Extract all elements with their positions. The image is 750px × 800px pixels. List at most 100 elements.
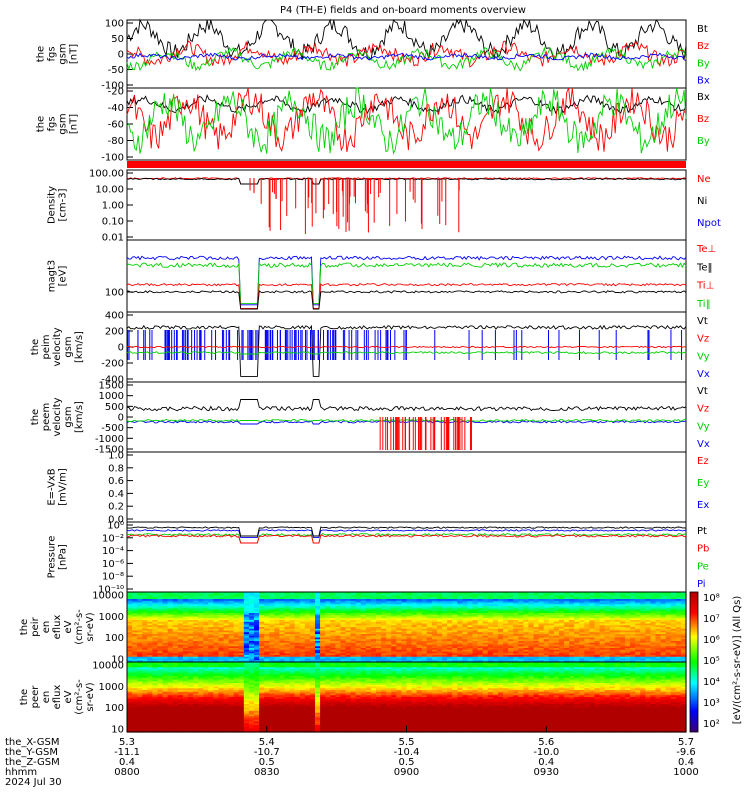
heatmap-cell bbox=[304, 595, 311, 598]
heatmap-cell bbox=[625, 623, 631, 626]
heatmap-cell bbox=[172, 639, 179, 642]
heatmap-cell bbox=[213, 616, 220, 619]
heatmap-cell bbox=[386, 648, 392, 651]
heatmap-cell bbox=[198, 592, 204, 595]
heatmap-cell bbox=[614, 644, 621, 647]
heatmap-cell bbox=[365, 621, 372, 625]
heatmap-cell bbox=[386, 623, 392, 626]
heatmap-cell bbox=[279, 641, 286, 644]
heatmap-cell bbox=[284, 604, 291, 607]
heatmap-cell bbox=[472, 653, 479, 656]
heatmap-cell bbox=[442, 597, 448, 600]
heatmap-cell bbox=[340, 630, 347, 633]
heatmap-cell bbox=[599, 597, 606, 600]
heatmap-cell bbox=[406, 599, 413, 602]
heatmap-cell bbox=[553, 658, 560, 661]
heatmap-cell bbox=[452, 602, 458, 605]
heatmap-cell bbox=[680, 653, 687, 656]
heatmap-cell bbox=[558, 648, 565, 651]
heatmap-cell bbox=[619, 632, 626, 635]
heatmap-cell bbox=[198, 616, 204, 619]
heatmap-cell bbox=[543, 646, 550, 649]
heatmap-cell bbox=[132, 606, 138, 609]
heatmap-cell bbox=[340, 649, 347, 653]
heatmap-cell bbox=[406, 635, 413, 639]
heatmap-cell bbox=[630, 614, 636, 618]
heatmap-cell bbox=[513, 644, 519, 647]
heatmap-cell bbox=[584, 642, 591, 646]
heatmap-cell bbox=[533, 600, 540, 604]
heatmap-cell bbox=[660, 658, 667, 661]
heatmap-cell bbox=[294, 606, 301, 609]
heatmap-cell bbox=[228, 595, 235, 598]
heatmap-cell bbox=[594, 642, 601, 646]
heatmap-cell bbox=[528, 604, 535, 607]
heatmap-cell bbox=[376, 639, 382, 642]
heatmap-cell bbox=[391, 613, 397, 616]
heatmap-cell bbox=[472, 641, 479, 644]
heatmap-cell bbox=[487, 597, 494, 600]
heatmap-cell bbox=[452, 639, 458, 642]
heatmap-cell bbox=[518, 655, 524, 658]
heatmap-cell bbox=[147, 634, 154, 637]
heatmap-cell bbox=[259, 634, 265, 637]
heatmap-cell bbox=[274, 656, 281, 660]
heatmap-cell bbox=[325, 621, 331, 625]
heatmap-cell bbox=[406, 618, 413, 621]
heatmap-cell bbox=[614, 639, 621, 642]
heatmap-cell bbox=[203, 623, 209, 626]
heatmap-cell bbox=[553, 642, 560, 646]
heatmap-cell bbox=[127, 705, 133, 709]
heatmap-cell bbox=[431, 660, 438, 663]
heatmap-cell bbox=[315, 625, 321, 628]
heatmap-cell bbox=[269, 618, 275, 621]
heatmap-cell bbox=[243, 625, 250, 628]
heatmap-cell bbox=[137, 658, 143, 661]
heatmap-cell bbox=[442, 609, 448, 612]
heatmap-cell bbox=[508, 639, 514, 642]
heatmap-cell bbox=[396, 606, 403, 609]
heatmap-cell bbox=[284, 627, 291, 630]
heatmap-cell bbox=[401, 616, 408, 619]
heatmap-cell bbox=[472, 602, 479, 605]
heatmap-cell bbox=[543, 653, 550, 656]
heatmap-cell bbox=[279, 600, 286, 604]
heatmap-cell bbox=[299, 655, 306, 658]
heatmap-cell bbox=[152, 618, 159, 621]
heatmap-cell bbox=[472, 609, 479, 612]
heatmap-cell bbox=[370, 660, 377, 663]
heatmap-cell bbox=[243, 613, 250, 616]
heatmap-cell bbox=[355, 642, 362, 646]
heatmap-cell bbox=[172, 658, 179, 661]
heatmap-cell bbox=[167, 660, 174, 663]
heatmap-cell bbox=[447, 646, 453, 649]
heatmap-cell bbox=[467, 649, 474, 653]
heatmap-cell bbox=[635, 644, 641, 647]
heatmap-cell bbox=[172, 632, 179, 635]
heatmap-cell bbox=[187, 649, 194, 653]
heatmap-cell bbox=[574, 635, 580, 639]
heatmap-cell bbox=[274, 658, 281, 661]
heatmap-cell bbox=[162, 600, 169, 604]
heatmap-cell bbox=[299, 637, 306, 640]
heatmap-cell bbox=[528, 639, 535, 642]
heatmap-cell bbox=[416, 609, 423, 612]
heatmap-cell bbox=[452, 597, 458, 600]
heatmap-cell bbox=[650, 621, 657, 625]
heatmap-cell bbox=[376, 606, 382, 609]
heatmap-cell bbox=[132, 728, 138, 731]
heatmap-cell bbox=[376, 651, 382, 654]
heatmap-cell bbox=[127, 712, 133, 716]
heatmap-cell bbox=[360, 604, 367, 607]
y-axis-label: the bbox=[19, 689, 30, 705]
heatmap-cell bbox=[127, 670, 133, 674]
heatmap-cell bbox=[482, 614, 489, 618]
heatmap-cell bbox=[619, 634, 626, 637]
heatmap-cell bbox=[325, 630, 331, 633]
heatmap-cell bbox=[391, 611, 397, 614]
heatmap-cell bbox=[492, 630, 499, 633]
heatmap-cell bbox=[421, 649, 428, 653]
heatmap-cell bbox=[635, 656, 641, 660]
heatmap-cell bbox=[619, 613, 626, 616]
heatmap-cell bbox=[340, 648, 347, 651]
